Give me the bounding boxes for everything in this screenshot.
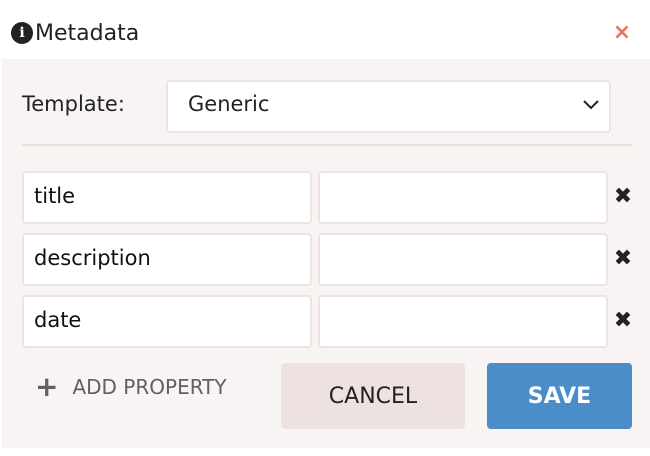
template-select[interactable]: Generic <box>166 80 611 133</box>
delete-property-icon[interactable]: ✖ <box>613 184 633 209</box>
chevron-down-icon <box>583 100 599 110</box>
template-selected-value: Generic <box>188 92 270 116</box>
property-key-input[interactable]: description <box>22 233 312 286</box>
save-button[interactable]: SAVE <box>487 363 632 429</box>
property-value-input[interactable] <box>318 171 608 224</box>
delete-property-icon[interactable]: ✖ <box>613 246 633 271</box>
add-property-button[interactable]: + ADD PROPERTY <box>35 373 227 401</box>
title-text: Metadata <box>35 20 140 46</box>
delete-property-icon[interactable]: ✖ <box>613 308 633 333</box>
property-value-input[interactable] <box>318 295 608 348</box>
cancel-button[interactable]: CANCEL <box>281 363 465 429</box>
add-property-label: ADD PROPERTY <box>72 375 227 399</box>
info-circle-icon: i <box>11 22 33 44</box>
close-icon[interactable]: × <box>612 20 632 45</box>
plus-icon: + <box>35 370 59 403</box>
property-key-input[interactable]: date <box>22 295 312 348</box>
property-key-input[interactable]: title <box>22 171 312 224</box>
property-value-input[interactable] <box>318 233 608 286</box>
divider <box>22 144 632 146</box>
template-label: Template: <box>22 92 125 116</box>
dialog-title: i Metadata <box>11 18 139 48</box>
